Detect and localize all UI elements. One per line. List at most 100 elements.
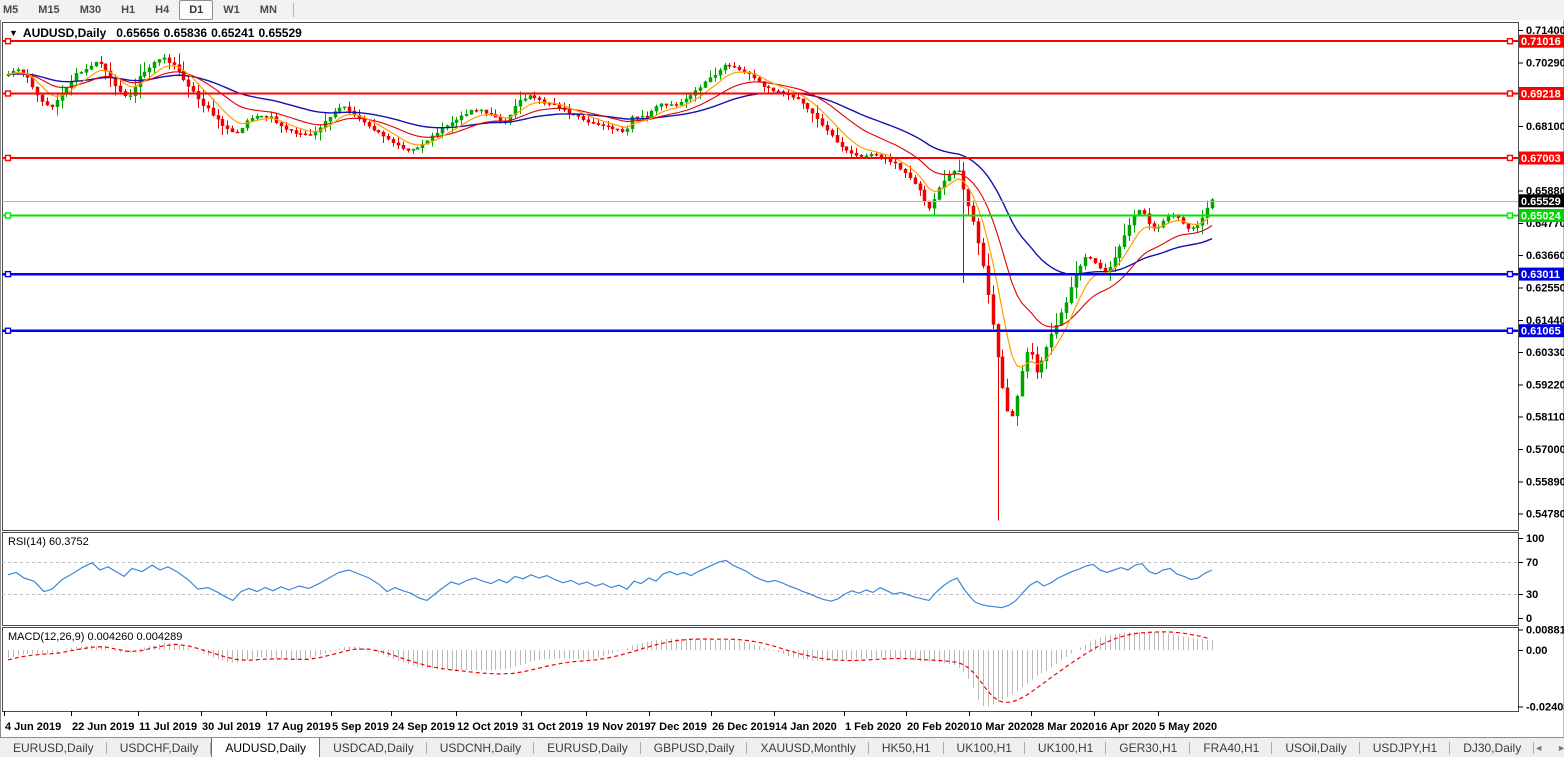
date-label: 14 Jan 2020 — [775, 721, 837, 733]
chart-tab-usdcad-daily[interactable]: USDCAD,Daily — [320, 738, 427, 757]
tab-scroll-right-icon[interactable]: ► — [1557, 743, 1564, 753]
svg-text:0.61065: 0.61065 — [1521, 326, 1561, 338]
chart-tab-usoil-daily[interactable]: USOil,Daily — [1272, 738, 1361, 757]
svg-text:0.69218: 0.69218 — [1521, 89, 1561, 101]
chart-tab-eurusd-daily[interactable]: EURUSD,Daily — [0, 738, 107, 757]
timeframe-button-m30[interactable]: M30 — [79, 4, 102, 16]
price-tick-0.59220: 0.59220 — [1526, 379, 1564, 391]
chart-tab-fra40-h1[interactable]: FRA40,H1 — [1190, 738, 1273, 757]
macd-histogram — [8, 631, 1213, 707]
date-label: 20 Feb 2020 — [907, 721, 969, 733]
hline-0.69218-handle-left[interactable] — [4, 90, 12, 97]
hline-0.61065[interactable] — [2, 327, 1518, 334]
price-tick-0.58110: 0.58110 — [1526, 412, 1564, 424]
chart-tab-uk100-h1[interactable]: UK100,H1 — [1025, 738, 1107, 757]
macd-axis-0.00: 0.00 — [1526, 645, 1547, 657]
timeframe-button-m15[interactable]: M15 — [38, 4, 60, 16]
hline-0.67003-handle-right[interactable] — [1506, 154, 1514, 162]
symbol-dropdown-icon[interactable]: ▼ — [9, 28, 18, 38]
hline-0.61065-handle-left[interactable] — [4, 327, 12, 334]
chart-tab-eurusd-daily[interactable]: EURUSD,Daily — [534, 738, 641, 757]
price-label-bid-price: 0.65529 — [1519, 194, 1564, 208]
timeframe-button-mn[interactable]: MN — [259, 4, 277, 16]
hline-0.63011-handle-right[interactable] — [1506, 270, 1514, 278]
price-tick-0.68100: 0.68100 — [1526, 121, 1564, 133]
date-label: 26 Dec 2019 — [712, 721, 775, 733]
rsi-axis-70: 70 — [1526, 557, 1538, 569]
svg-text:0.65024: 0.65024 — [1521, 211, 1562, 223]
price-tick-0.60330: 0.60330 — [1526, 347, 1564, 359]
rsi-name: RSI(14) — [8, 536, 46, 548]
hline-0.71016[interactable] — [2, 37, 1518, 45]
hline-0.65024-handle-left[interactable] — [4, 212, 12, 219]
timeframe-button-w1[interactable]: W1 — [223, 4, 240, 16]
timeframe-button-h4[interactable]: H4 — [155, 4, 170, 16]
main-panel — [2, 22, 1519, 531]
hline-0.65024-handle-right[interactable] — [1506, 212, 1514, 219]
rsi-axis-100: 100 — [1526, 533, 1544, 545]
hline-0.63011-handle-left[interactable] — [4, 270, 12, 278]
symbol-name: AUDUSD,Daily — [22, 26, 107, 40]
chart-tab-hk50-h1[interactable]: HK50,H1 — [869, 738, 944, 757]
chart-tab-usdchf-daily[interactable]: USDCHF,Daily — [107, 738, 212, 757]
chart-title[interactable]: ▼ AUDUSD,Daily 0.65656 0.65836 0.65241 0.6552… — [9, 26, 302, 40]
price-tick-0.61440: 0.61440 — [1526, 315, 1564, 327]
price-label-resistance-3: 0.67003 — [1519, 151, 1564, 165]
macd-name: MACD(12,26,9) — [8, 631, 85, 643]
tab-scroll-arrows: ◄ ► — [1534, 738, 1564, 757]
macd-panel — [2, 627, 1519, 712]
date-label: 4 Jun 2019 — [5, 721, 61, 733]
hline-0.69218-handle-right[interactable] — [1506, 90, 1514, 97]
rsi-value: 60.3752 — [48, 536, 89, 548]
date-axis[interactable]: 4 Jun 2019 22 Jun 2019 11 Jul 2019 30 Jul 2… — [4, 711, 1218, 733]
chart-tab-usdjpy-h1[interactable]: USDJPY,H1 — [1360, 738, 1451, 757]
hline-0.67003[interactable] — [2, 154, 1518, 162]
price-label-resistance-1: 0.71016 — [1519, 34, 1564, 48]
date-label: 1 Feb 2020 — [845, 721, 901, 733]
toolbar-separator — [292, 3, 294, 17]
price-tick-0.63660: 0.63660 — [1526, 250, 1564, 262]
macd-label: MACD(12,26,9) 0.004260 0.004289 — [8, 631, 182, 643]
chart-tab-xauusd-monthly[interactable]: XAUUSD,Monthly — [747, 738, 870, 757]
price-tick-0.62550: 0.62550 — [1526, 283, 1564, 295]
date-label: 30 Jul 2019 — [202, 721, 261, 733]
chart-tab-ger30-h1[interactable]: GER30,H1 — [1106, 738, 1191, 757]
rsi-axis-0: 0 — [1526, 613, 1532, 625]
date-label: 7 Dec 2019 — [650, 721, 707, 733]
timeframe-toolbar: M5 M15 M30 H1 H4 D1 W1 MN — [0, 0, 1564, 21]
price-tick-0.71400: 0.71400 — [1526, 25, 1564, 37]
chart-tab-usdcnh-daily[interactable]: USDCNH,Daily — [427, 738, 535, 757]
symbol-tabbar: EURUSD,Daily USDCHF,Daily AUDUSD,Daily USDC… — [0, 737, 1564, 757]
price-tick-0.70290: 0.70290 — [1526, 57, 1564, 69]
hline-0.71016-handle-right[interactable] — [1506, 37, 1514, 45]
date-label: 5 May 2020 — [1159, 721, 1217, 733]
hline-0.61065-handle-right[interactable] — [1506, 327, 1514, 334]
price-tick-0.54780: 0.54780 — [1526, 509, 1564, 521]
rsi-line — [7, 559, 1213, 609]
date-label: 10 Mar 2020 — [970, 721, 1032, 733]
hline-0.67003-handle-left[interactable] — [4, 154, 12, 162]
timeframe-button-h1[interactable]: H1 — [121, 4, 136, 16]
ohlc-close: 0.65529 — [258, 26, 302, 40]
price-label-support-green: 0.65024 — [1519, 209, 1564, 223]
chart-tab-gbpusd-daily[interactable]: GBPUSD,Daily — [641, 738, 748, 757]
hline-0.69218[interactable] — [2, 90, 1518, 97]
macd-axis-0.008815: 0.008815 — [1526, 624, 1564, 636]
macd-signal-line — [7, 631, 1209, 704]
chart-tab-uk100-h1[interactable]: UK100,H1 — [944, 738, 1026, 757]
ma-mid-line — [7, 71, 1213, 328]
hline-0.65024[interactable] — [2, 212, 1518, 219]
hline-0.71016-handle-left[interactable] — [4, 37, 12, 45]
chart-tab-audusd-daily[interactable]: AUDUSD,Daily — [211, 738, 321, 757]
svg-text:0.67003: 0.67003 — [1521, 153, 1561, 165]
chart-tab-dj30-daily[interactable]: DJ30,Daily — [1450, 738, 1535, 757]
date-label: 19 Nov 2019 — [587, 721, 651, 733]
svg-text:0.71016: 0.71016 — [1521, 36, 1561, 48]
ma-slow-line — [7, 73, 1213, 275]
timeframe-button-d1[interactable]: D1 — [179, 0, 214, 20]
date-label: 28 Mar 2020 — [1032, 721, 1094, 733]
tab-scroll-left-icon[interactable]: ◄ — [1534, 743, 1544, 753]
ohlc-high: 0.65836 — [163, 26, 208, 40]
hline-0.63011[interactable] — [2, 270, 1518, 278]
timeframe-button-m5[interactable]: M5 — [3, 4, 19, 16]
